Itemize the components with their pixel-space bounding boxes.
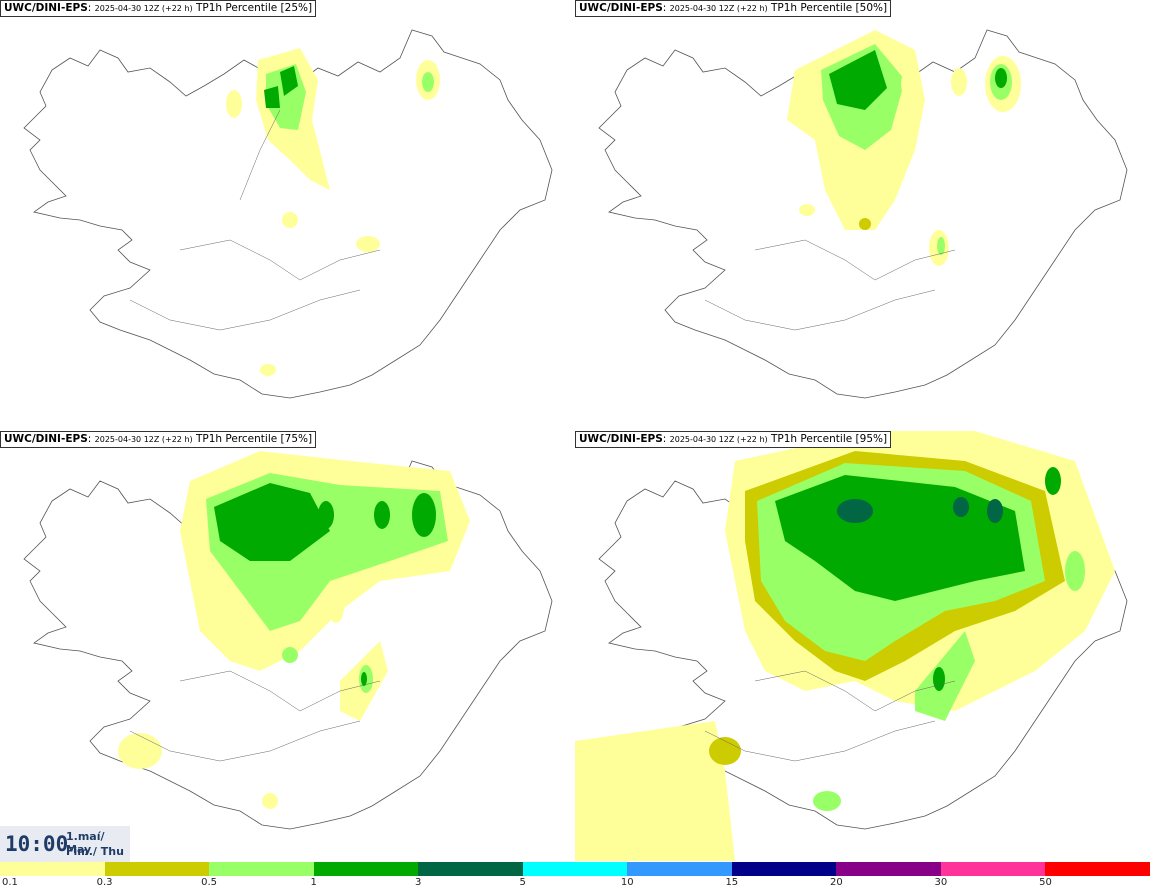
legend-swatch	[522, 862, 628, 876]
legend-label: 0.3	[96, 877, 113, 888]
panel-title: UWC/DINI-EPS: 2025-04-30 12Z (+22 h) TP1…	[0, 431, 317, 448]
legend-swatch	[0, 862, 105, 876]
legend-label: 0.1	[2, 877, 18, 888]
legend-swatch	[418, 862, 523, 876]
map-panel-p25: UWC/DINI-EPS: 2025-04-30 12Z (+22 h) TP1…	[0, 0, 575, 430]
legend-label: 30	[934, 877, 948, 888]
legend-label: 3	[414, 877, 422, 888]
map-panel-p75: UWC/DINI-EPS: 2025-04-30 12Z (+22 h) TP1…	[0, 431, 575, 861]
iceland-map	[575, 431, 1128, 861]
legend-label: 15	[725, 877, 739, 888]
panel-title: UWC/DINI-EPS: 2025-04-30 12Z (+22 h) TP1…	[575, 0, 892, 17]
legend-label: 10	[620, 877, 634, 888]
legend-label: 1	[310, 877, 317, 888]
legend-swatch	[104, 862, 210, 876]
legend-swatch	[209, 862, 314, 876]
valid-day: Fim./ Thu	[66, 845, 124, 858]
legend-label: 20	[829, 877, 843, 888]
legend-label: 5	[519, 877, 526, 888]
legend-swatch	[940, 862, 1046, 876]
iceland-map	[23, 451, 553, 830]
iceland-map	[598, 29, 1128, 399]
valid-hour: 10:00	[5, 832, 69, 856]
legend-label: 0.5	[201, 877, 218, 888]
precip-fields	[787, 30, 1021, 266]
legend-label: 50	[1039, 877, 1052, 888]
color-legend: 0.1 0.3 0.5 1 3 5 10 15 20 30 50	[0, 862, 1150, 891]
precip-fields	[226, 48, 440, 376]
valid-date: 1.maí/ May	[66, 830, 105, 856]
map-panel-p50: UWC/DINI-EPS: 2025-04-30 12Z (+22 h) TP1…	[575, 0, 1150, 430]
rivers-roads	[129, 109, 381, 331]
panel-title: UWC/DINI-EPS: 2025-04-30 12Z (+22 h) TP1…	[575, 431, 892, 448]
precip-fields	[118, 451, 470, 809]
map-panel-p95: UWC/DINI-EPS: 2025-04-30 12Z (+22 h) TP1…	[575, 431, 1150, 861]
legend-swatch	[627, 862, 732, 876]
iceland-map	[23, 29, 553, 399]
legend-swatch	[731, 862, 837, 876]
valid-time-box: 10:00 1.maí/ May Fim./ Thu	[0, 826, 130, 862]
legend-bar	[0, 862, 1150, 876]
panel-title: UWC/DINI-EPS: 2025-04-30 12Z (+22 h) TP1…	[0, 0, 317, 17]
precip-fields	[575, 431, 1115, 861]
legend-swatch	[836, 862, 941, 876]
legend-swatch	[1045, 862, 1150, 876]
legend-swatch	[313, 862, 419, 876]
